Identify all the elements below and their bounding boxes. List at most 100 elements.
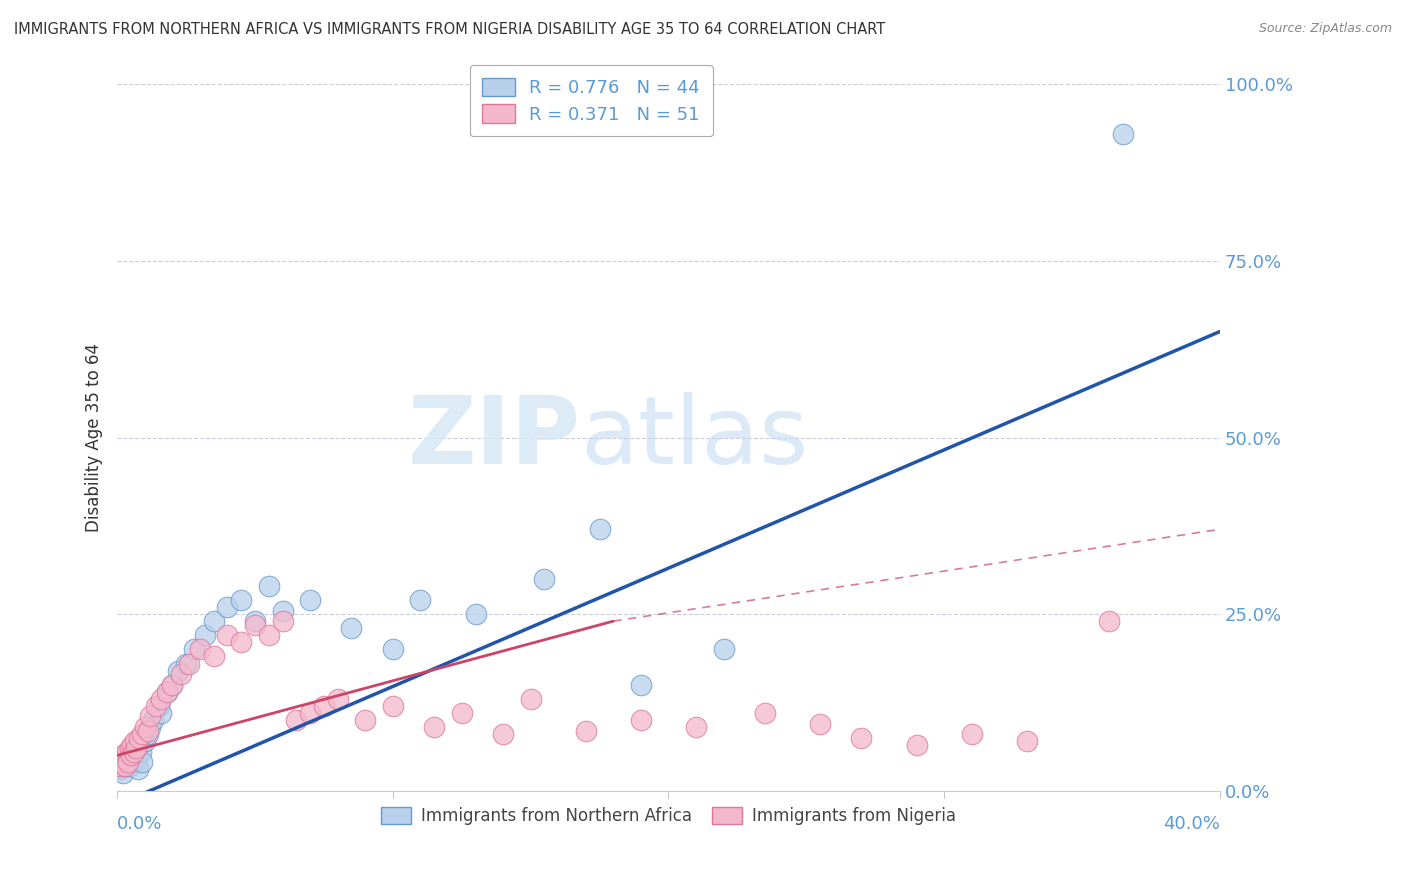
Point xyxy=(121,756,143,770)
Point xyxy=(115,748,138,763)
Point xyxy=(136,723,159,738)
Point xyxy=(960,727,983,741)
Point xyxy=(202,614,225,628)
Point xyxy=(1098,614,1121,628)
Point xyxy=(162,678,184,692)
Y-axis label: Disability Age 35 to 64: Disability Age 35 to 64 xyxy=(86,343,103,532)
Point xyxy=(139,709,162,723)
Point xyxy=(128,738,150,752)
Point xyxy=(134,720,156,734)
Text: 0.0%: 0.0% xyxy=(117,815,163,833)
Point xyxy=(129,745,152,759)
Point xyxy=(118,759,141,773)
Point xyxy=(125,752,148,766)
Point xyxy=(217,600,239,615)
Point xyxy=(231,635,253,649)
Point xyxy=(117,756,139,770)
Point xyxy=(156,685,179,699)
Point xyxy=(112,756,135,770)
Point xyxy=(120,748,142,763)
Point xyxy=(1015,734,1038,748)
Point xyxy=(112,752,135,766)
Point xyxy=(588,522,610,536)
Point xyxy=(131,727,153,741)
Point xyxy=(519,691,541,706)
Point xyxy=(354,713,377,727)
Point xyxy=(271,603,294,617)
Point xyxy=(136,727,159,741)
Point xyxy=(851,731,873,745)
Point xyxy=(174,657,197,671)
Point xyxy=(142,713,165,727)
Text: 40.0%: 40.0% xyxy=(1163,815,1220,833)
Point xyxy=(128,731,150,745)
Point xyxy=(124,748,146,763)
Point xyxy=(285,713,308,727)
Point xyxy=(243,617,266,632)
Text: Source: ZipAtlas.com: Source: ZipAtlas.com xyxy=(1258,22,1392,36)
Point xyxy=(183,642,205,657)
Point xyxy=(111,748,134,763)
Point xyxy=(464,607,486,621)
Point xyxy=(754,706,776,720)
Point xyxy=(188,642,211,657)
Point xyxy=(117,752,139,766)
Point xyxy=(409,593,432,607)
Point xyxy=(150,706,173,720)
Point xyxy=(630,713,652,727)
Point xyxy=(120,745,142,759)
Point xyxy=(134,734,156,748)
Point xyxy=(340,621,363,635)
Point xyxy=(808,716,831,731)
Point xyxy=(110,756,132,770)
Point xyxy=(177,657,200,671)
Point xyxy=(575,723,598,738)
Point xyxy=(271,614,294,628)
Point xyxy=(326,691,349,706)
Point xyxy=(312,698,335,713)
Point xyxy=(139,720,162,734)
Point xyxy=(243,614,266,628)
Point xyxy=(713,642,735,657)
Point xyxy=(118,741,141,756)
Point xyxy=(122,745,145,759)
Point xyxy=(217,628,239,642)
Point xyxy=(162,678,184,692)
Point xyxy=(127,763,149,777)
Point xyxy=(121,738,143,752)
Point xyxy=(169,667,191,681)
Point xyxy=(111,766,134,780)
Point xyxy=(381,698,404,713)
Point xyxy=(122,741,145,756)
Point xyxy=(148,698,170,713)
Point xyxy=(202,649,225,664)
Point xyxy=(156,685,179,699)
Point xyxy=(630,678,652,692)
Point xyxy=(257,628,280,642)
Point xyxy=(150,691,173,706)
Point xyxy=(145,698,167,713)
Text: IMMIGRANTS FROM NORTHERN AFRICA VS IMMIGRANTS FROM NIGERIA DISABILITY AGE 35 TO : IMMIGRANTS FROM NORTHERN AFRICA VS IMMIG… xyxy=(14,22,886,37)
Point xyxy=(492,727,515,741)
Point xyxy=(1112,127,1135,141)
Legend: Immigrants from Northern Africa, Immigrants from Nigeria: Immigrants from Northern Africa, Immigra… xyxy=(374,800,963,831)
Point xyxy=(125,741,148,756)
Point xyxy=(257,579,280,593)
Point xyxy=(114,759,136,773)
Text: ZIP: ZIP xyxy=(408,392,581,483)
Point xyxy=(685,720,707,734)
Point xyxy=(299,706,322,720)
Point xyxy=(114,759,136,773)
Point xyxy=(231,593,253,607)
Point xyxy=(423,720,446,734)
Point xyxy=(108,763,131,777)
Point xyxy=(381,642,404,657)
Point xyxy=(299,593,322,607)
Point xyxy=(450,706,472,720)
Point xyxy=(905,738,928,752)
Point xyxy=(108,759,131,773)
Point xyxy=(166,664,188,678)
Point xyxy=(115,745,138,759)
Point xyxy=(533,572,555,586)
Point xyxy=(124,734,146,748)
